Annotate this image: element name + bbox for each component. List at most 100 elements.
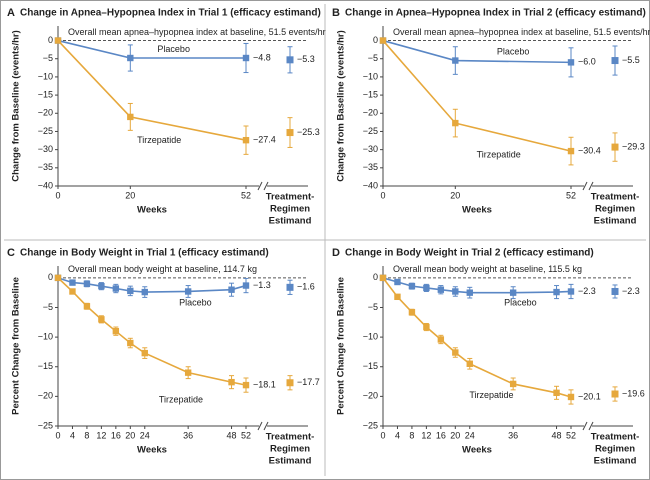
x-tick-label: 0 <box>55 190 60 200</box>
marker <box>127 339 134 347</box>
estimand-label: Regimen <box>595 444 635 455</box>
marker <box>184 288 192 295</box>
estimand-label: Treatment- <box>591 192 640 203</box>
x-tick-label: 20 <box>450 190 460 200</box>
y-axis-label: Change from Baseline (events/hr) <box>11 30 22 182</box>
estimand-label: Regimen <box>270 444 310 455</box>
y-tick-label: −30 <box>363 144 378 154</box>
marker <box>437 286 445 293</box>
series-name: Tirzepatide <box>159 394 203 404</box>
series-name: Placebo <box>504 298 537 308</box>
y-tick-label: 0 <box>373 35 378 45</box>
y-tick-label: −15 <box>38 361 53 371</box>
axis-break <box>588 181 594 191</box>
value-label: −4.8 <box>253 52 271 62</box>
x-tick-label: 52 <box>566 430 576 440</box>
estimand-label: Estimand <box>269 216 312 227</box>
marker <box>466 289 473 296</box>
axis-break <box>263 421 269 431</box>
marker <box>112 285 120 292</box>
estimand-label: Estimand <box>594 456 637 467</box>
marker <box>54 274 62 282</box>
estimand-value-label: −1.6 <box>297 282 315 292</box>
marker <box>54 37 62 44</box>
y-tick-label: 0 <box>48 272 53 282</box>
x-tick-label: 0 <box>380 430 385 440</box>
y-tick-label: −5 <box>43 302 53 312</box>
y-tick-label: −40 <box>38 180 53 190</box>
x-tick-label: 20 <box>450 430 460 440</box>
marker <box>83 303 91 310</box>
series-line <box>57 277 247 293</box>
estimand-value-label: −5.5 <box>622 55 640 65</box>
estimand-label: Estimand <box>269 456 312 467</box>
marker <box>408 282 416 290</box>
marker <box>112 327 120 335</box>
axis-break <box>257 181 263 191</box>
series-line <box>57 39 247 141</box>
marker <box>127 287 134 295</box>
marker <box>141 349 148 357</box>
estimand-value-label: −17.7 <box>297 377 320 387</box>
estimand-label: Treatment- <box>266 192 315 203</box>
x-tick-label: 12 <box>421 430 431 440</box>
marker <box>242 54 250 62</box>
value-label: −18.1 <box>253 379 276 389</box>
estimand-value-label: −19.6 <box>622 388 645 398</box>
value-label: −27.4 <box>253 135 276 145</box>
series-line <box>382 277 572 294</box>
marker <box>567 147 575 155</box>
x-tick-label: 16 <box>436 430 446 440</box>
subtitle: Overall mean apnea–hypopnea index at bas… <box>393 27 650 37</box>
x-axis-label: Weeks <box>137 445 167 456</box>
x-tick-label: 8 <box>84 430 89 440</box>
panel-title: Change in Body Weight in Trial 2 (effica… <box>345 248 594 259</box>
marker <box>228 286 235 293</box>
x-tick-label: 8 <box>409 430 414 440</box>
y-tick-label: 0 <box>48 35 53 45</box>
estimand-value-label: −5.3 <box>297 54 315 64</box>
marker <box>228 378 235 386</box>
y-tick-label: −35 <box>363 162 378 172</box>
value-label: −6.0 <box>578 57 596 67</box>
marker <box>242 136 250 144</box>
marker <box>141 288 148 296</box>
y-tick-label: −20 <box>38 391 53 401</box>
panel-letter: B <box>332 7 340 19</box>
subtitle: Overall mean body weight at baseline, 11… <box>68 264 257 274</box>
axis-break <box>588 421 594 431</box>
estimand-label: Treatment- <box>591 432 640 443</box>
marker <box>452 349 459 356</box>
marker <box>184 369 192 376</box>
marker <box>567 59 575 66</box>
marker <box>423 323 430 331</box>
y-tick-label: −25 <box>38 126 53 136</box>
estimand-marker <box>611 287 619 295</box>
marker <box>379 274 387 282</box>
x-tick-label: 24 <box>140 430 150 440</box>
estimand-value-label: −25.3 <box>297 127 320 137</box>
x-tick-label: 52 <box>566 190 576 200</box>
estimand-marker <box>611 57 619 65</box>
estimand-label: Treatment- <box>266 432 315 443</box>
marker <box>567 288 575 295</box>
x-tick-label: 0 <box>380 190 385 200</box>
estimand-marker <box>286 283 294 291</box>
value-label: −1.3 <box>253 280 271 290</box>
y-tick-label: −5 <box>368 302 378 312</box>
y-tick-label: 0 <box>373 272 378 282</box>
series-line <box>57 39 246 59</box>
x-tick-label: 20 <box>125 430 135 440</box>
x-tick-label: 24 <box>465 430 475 440</box>
marker <box>242 381 250 389</box>
marker <box>394 293 401 301</box>
y-tick-label: −10 <box>363 331 378 341</box>
marker <box>242 282 250 289</box>
y-tick-label: −30 <box>38 144 53 154</box>
series-name: Tirzepatide <box>469 390 513 400</box>
marker <box>509 289 517 296</box>
value-label: −20.1 <box>578 391 601 401</box>
x-tick-label: 36 <box>183 430 193 440</box>
estimand-marker <box>286 56 294 64</box>
marker <box>553 389 560 397</box>
